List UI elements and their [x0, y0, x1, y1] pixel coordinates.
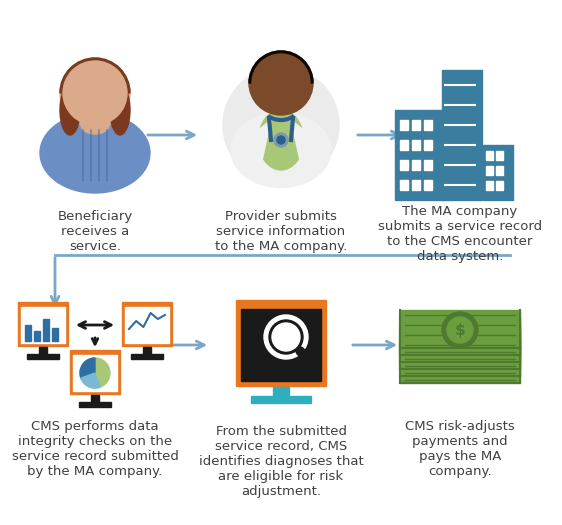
Bar — [18, 302, 68, 346]
Bar — [400, 345, 520, 383]
Circle shape — [272, 323, 300, 351]
Bar — [27, 354, 59, 359]
Ellipse shape — [259, 110, 303, 170]
Wedge shape — [80, 358, 95, 378]
Circle shape — [249, 51, 313, 115]
Circle shape — [252, 54, 310, 112]
Bar — [400, 120, 408, 130]
Bar — [91, 395, 99, 405]
Bar — [424, 180, 432, 190]
Bar — [43, 319, 49, 341]
Bar — [400, 180, 408, 190]
Bar — [70, 350, 120, 394]
Bar — [251, 396, 311, 403]
Circle shape — [63, 61, 127, 125]
Bar — [424, 120, 432, 130]
Bar — [122, 302, 172, 346]
Ellipse shape — [81, 116, 109, 134]
Bar — [496, 166, 503, 175]
Bar — [52, 328, 58, 341]
Bar — [400, 331, 520, 369]
Bar — [400, 160, 408, 170]
Bar — [400, 317, 520, 355]
Bar — [241, 309, 321, 381]
Wedge shape — [60, 58, 130, 93]
Bar — [412, 120, 420, 130]
Bar — [25, 325, 31, 341]
Text: Beneficiary
receives a
service.: Beneficiary receives a service. — [57, 210, 133, 253]
Text: CMS performs data
integrity checks on the
service record submitted
by the MA com: CMS performs data integrity checks on th… — [12, 420, 179, 478]
Circle shape — [223, 67, 339, 183]
Polygon shape — [246, 120, 271, 165]
Text: The MA company
submits a service record
to the CMS encounter
data system.: The MA company submits a service record … — [378, 205, 542, 263]
Bar — [496, 151, 503, 160]
Ellipse shape — [110, 85, 130, 135]
Circle shape — [269, 320, 303, 354]
Bar — [21, 307, 65, 343]
Circle shape — [274, 133, 288, 147]
Bar — [400, 324, 520, 362]
Circle shape — [264, 315, 308, 359]
Bar — [125, 307, 169, 343]
Bar — [273, 387, 289, 401]
Wedge shape — [249, 51, 313, 83]
Circle shape — [277, 136, 285, 144]
Bar — [496, 181, 503, 190]
Bar — [34, 331, 40, 341]
Bar — [143, 347, 151, 357]
Bar — [442, 70, 482, 200]
Circle shape — [442, 312, 478, 348]
Circle shape — [60, 58, 130, 128]
Bar — [73, 355, 117, 391]
Bar — [412, 180, 420, 190]
Ellipse shape — [60, 85, 80, 135]
Circle shape — [80, 358, 110, 388]
Text: $: $ — [455, 322, 465, 338]
Bar — [486, 166, 493, 175]
Bar — [483, 145, 513, 200]
Bar — [424, 160, 432, 170]
Bar — [486, 151, 493, 160]
Circle shape — [447, 317, 473, 343]
Bar — [131, 354, 163, 359]
Ellipse shape — [40, 113, 150, 193]
Bar — [79, 402, 111, 407]
Wedge shape — [81, 373, 100, 388]
Bar — [486, 181, 493, 190]
Bar — [39, 347, 47, 357]
Bar — [400, 338, 520, 376]
Bar — [395, 110, 443, 200]
Polygon shape — [291, 120, 316, 165]
Bar — [400, 140, 408, 150]
Bar — [424, 140, 432, 150]
Bar — [412, 140, 420, 150]
Ellipse shape — [231, 112, 331, 187]
Text: From the submitted
service record, CMS
identifies diagnoses that
are eligible fo: From the submitted service record, CMS i… — [198, 425, 364, 498]
Bar — [412, 160, 420, 170]
Bar — [400, 310, 520, 348]
Text: Provider submits
service information
to the MA company.: Provider submits service information to … — [215, 210, 347, 253]
Text: CMS risk-adjusts
payments and
pays the MA
company.: CMS risk-adjusts payments and pays the M… — [405, 420, 515, 478]
Bar — [236, 300, 326, 386]
